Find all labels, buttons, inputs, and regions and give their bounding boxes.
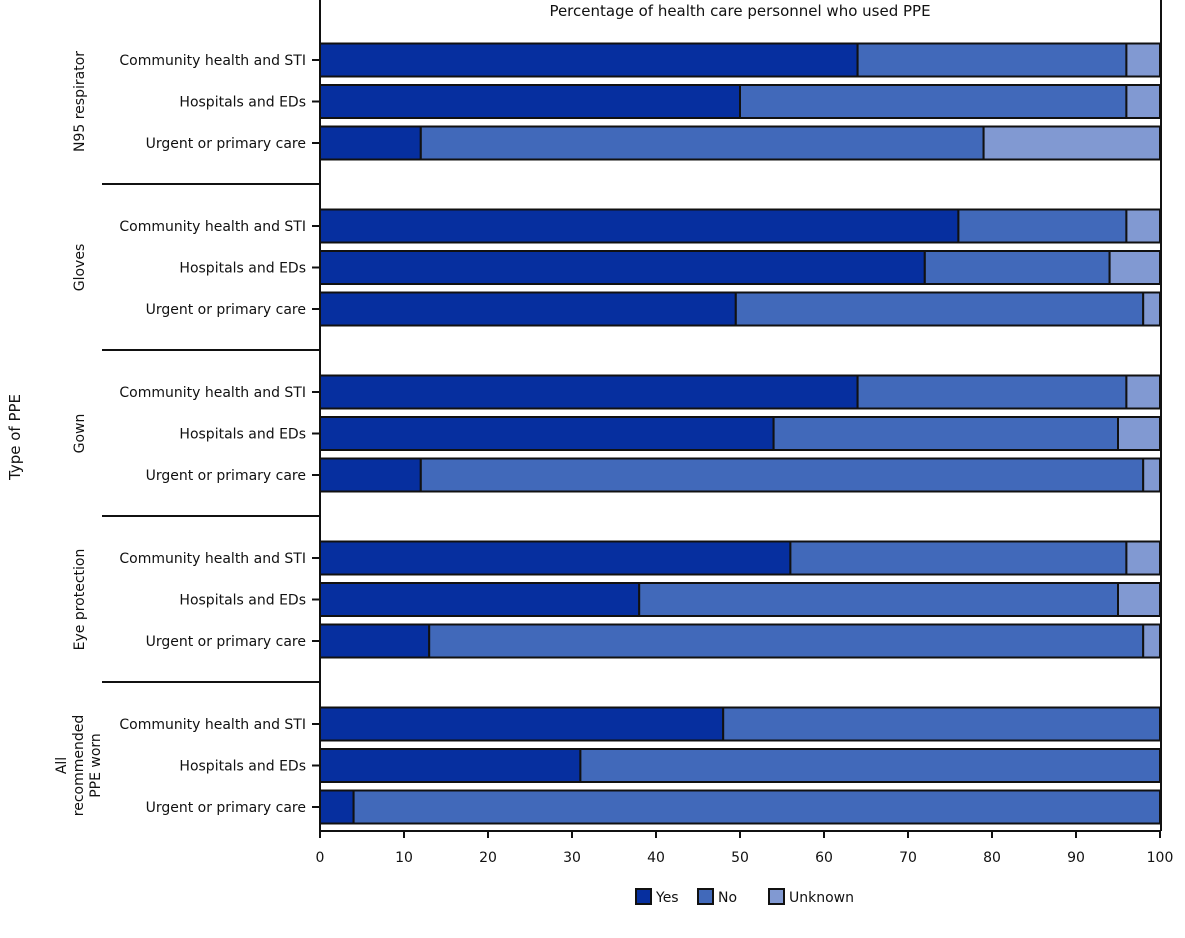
bar-yes (319, 125, 422, 161)
bar-no (638, 582, 1119, 617)
group-label: N95 respirator (72, 51, 88, 152)
row-label: Urgent or primary care (146, 800, 306, 816)
row-label: Hospitals and EDs (179, 261, 306, 277)
bar-no (772, 416, 1119, 451)
legend-swatch-no (697, 888, 714, 905)
y-axis-label: Type of PPE (6, 394, 24, 481)
row-label: Community health and STI (119, 551, 306, 567)
group-label: Gloves (72, 244, 88, 292)
row-label: Community health and STI (119, 385, 306, 401)
bar-yes (319, 374, 859, 410)
row-label: Hospitals and EDs (179, 759, 306, 775)
row-label: Hospitals and EDs (179, 427, 306, 443)
legend-swatch-yes (635, 888, 652, 905)
bar-unknown (1142, 623, 1161, 659)
x-tick-label: 30 (563, 850, 581, 866)
bar-no (419, 457, 1145, 493)
row-label: Urgent or primary care (146, 302, 306, 318)
bar-unknown (1117, 416, 1161, 451)
bar-yes (319, 706, 725, 742)
bar-unknown (1125, 374, 1162, 410)
bar-yes (319, 582, 641, 617)
x-tick-label: 10 (395, 850, 413, 866)
bar-unknown (1125, 208, 1162, 244)
bar-no (579, 748, 1161, 783)
row-label: Community health and STI (119, 717, 306, 733)
bar-unknown (1125, 42, 1162, 78)
bar-no (352, 789, 1162, 825)
row-label: Urgent or primary care (146, 136, 306, 152)
bar-yes (319, 789, 355, 825)
x-tick-label: 0 (316, 850, 325, 866)
bar-unknown (1125, 540, 1162, 576)
bar-no (957, 208, 1128, 244)
bar-no (419, 125, 985, 161)
group-label: Eye protection (72, 549, 88, 651)
bar-no (722, 706, 1161, 742)
row-label: Urgent or primary care (146, 634, 306, 650)
bar-yes (319, 84, 741, 119)
bar-yes (319, 291, 737, 327)
legend-label-unknown: Unknown (789, 890, 854, 906)
row-label: Community health and STI (119, 53, 306, 69)
bar-no (856, 42, 1128, 78)
legend-swatch-unknown (768, 888, 785, 905)
x-tick-label: 60 (815, 850, 833, 866)
x-tick-label: 90 (1067, 850, 1085, 866)
bar-yes (319, 623, 431, 659)
bar-unknown (1142, 291, 1161, 327)
bar-unknown (1142, 457, 1161, 493)
bar-yes (319, 457, 422, 493)
bar-no (734, 291, 1145, 327)
row-label: Hospitals and EDs (179, 593, 306, 609)
bar-yes (319, 416, 775, 451)
bar-unknown (1117, 582, 1161, 617)
bar-unknown (982, 125, 1161, 161)
bar-unknown (1125, 84, 1162, 119)
group-label: AllrecommendedPPE worn (54, 715, 104, 816)
bar-unknown (1108, 250, 1161, 285)
x-tick-label: 70 (899, 850, 917, 866)
x-tick-label: 80 (983, 850, 1001, 866)
legend-label-yes: Yes (655, 890, 679, 906)
bar-no (856, 374, 1128, 410)
group-label: Gown (72, 414, 88, 454)
row-label: Hospitals and EDs (179, 95, 306, 111)
row-label: Community health and STI (119, 219, 306, 235)
x-tick-label: 100 (1147, 850, 1174, 866)
x-tick-label: 50 (731, 850, 749, 866)
plot-area: Community health and STI Hospitals and ED… (54, 0, 1173, 906)
x-tick-label: 40 (647, 850, 665, 866)
bar-yes (319, 208, 960, 244)
bar-no (428, 623, 1145, 659)
legend-label-no: No (718, 890, 737, 906)
bar-yes (319, 540, 792, 576)
bar-yes (319, 42, 859, 78)
bar-no (789, 540, 1128, 576)
row-label: Urgent or primary care (146, 468, 306, 484)
bar-yes (319, 250, 926, 285)
bar-no (923, 250, 1111, 285)
bar-yes (319, 748, 582, 783)
chart-title: Percentage of health care personnel who … (549, 2, 930, 20)
bar-no (739, 84, 1128, 119)
x-tick-label: 20 (479, 850, 497, 866)
